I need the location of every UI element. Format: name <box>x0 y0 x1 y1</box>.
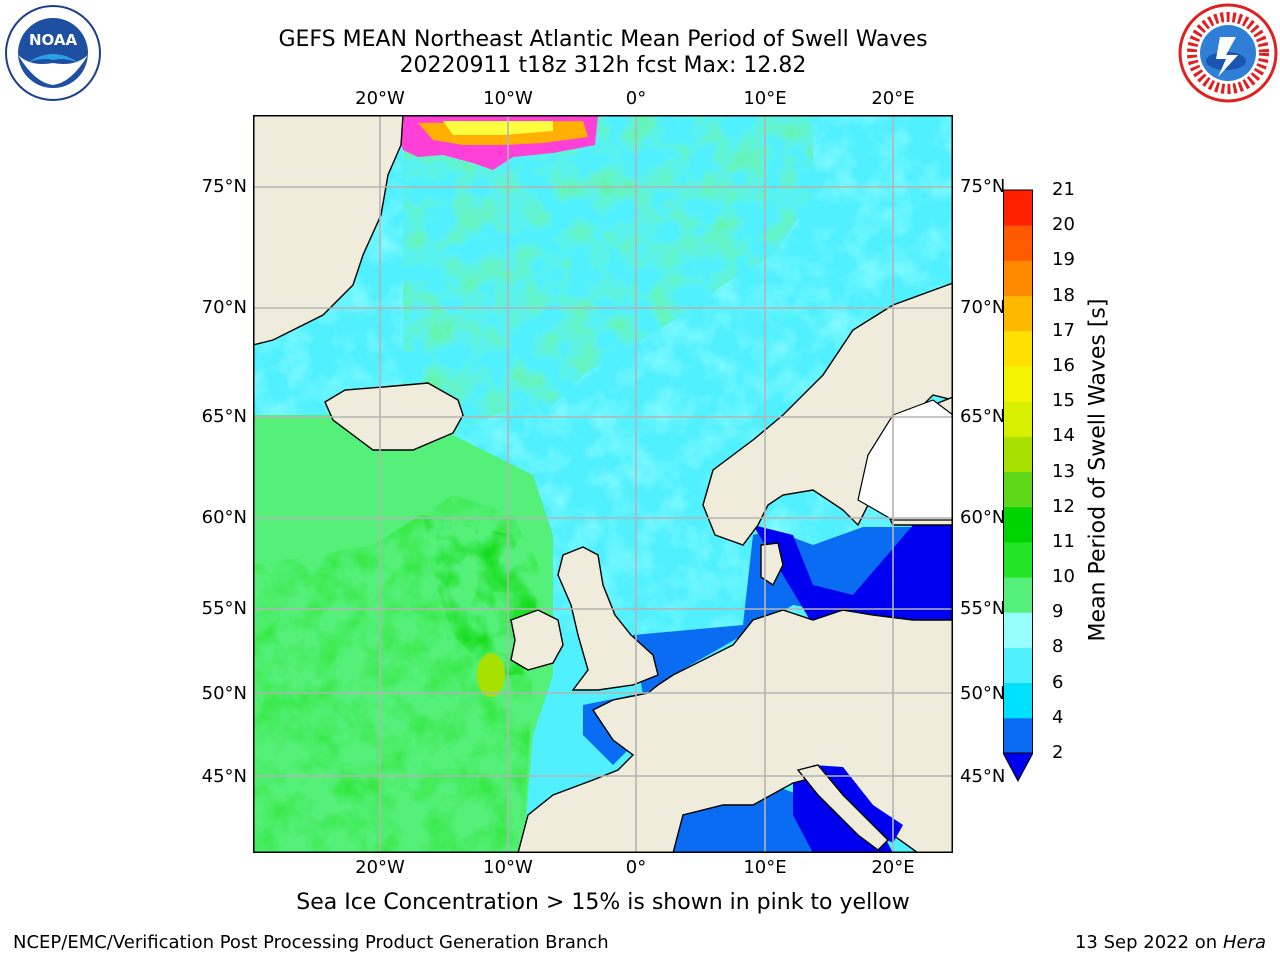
colorbar <box>1003 189 1033 783</box>
lon-tick-bottom-20w: 20°W <box>355 857 405 878</box>
lon-tick-bottom-10w: 10°W <box>483 857 533 878</box>
footer-date: 13 Sep 2022 on Hera <box>1075 932 1266 953</box>
colorbar-segment <box>1003 260 1033 297</box>
lon-tick-bottom-0: 0° <box>625 857 647 878</box>
colorbar-tick-label: 13 <box>1052 460 1075 482</box>
footer-branch: NCEP/EMC/Verification Post Processing Pr… <box>13 932 609 953</box>
colorbar-frame <box>1003 189 1033 753</box>
lat-tick-left-60n: 60°N <box>201 507 247 528</box>
italy-landmass <box>796 764 889 851</box>
colorbar-segment <box>1003 612 1033 648</box>
lat-tick-right-70n: 70°N <box>960 297 1006 318</box>
lat-tick-left-45n: 45°N <box>201 766 247 787</box>
national-weather-service-logo-icon <box>1178 3 1278 103</box>
colorbar-tick-label: 2 <box>1052 742 1064 763</box>
noaa-logo-text: NOAA <box>29 31 78 49</box>
colorbar-segment <box>1003 577 1033 613</box>
colorbar-segment <box>1003 682 1033 719</box>
footer-date-text: 13 Sep 2022 on <box>1074 932 1218 953</box>
lat-tick-left-55n: 55°N <box>201 598 247 619</box>
colorbar-tick-label: 12 <box>1052 495 1075 517</box>
colorbar-tick-label: 9 <box>1052 601 1064 623</box>
lon-tick-top-20e: 20°E <box>871 88 915 109</box>
colorbar-extend-min <box>1003 752 1033 783</box>
colorbar-tick-label: 19 <box>1052 249 1075 271</box>
colorbar-tick-label: 17 <box>1052 319 1075 341</box>
noaa-logo-icon: NOAA <box>5 5 101 101</box>
swell-period-map <box>253 115 953 853</box>
ocean-field-2-4s-north-sea <box>633 527 943 695</box>
colorbar-segment <box>1003 365 1033 402</box>
colorbar-segment <box>1003 190 1033 226</box>
ocean-field-below-2s-baltic <box>753 525 953 645</box>
colorbar-tick-label: 6 <box>1052 671 1064 693</box>
lon-tick-top-20w: 20°W <box>355 88 405 109</box>
map-frame <box>253 115 953 853</box>
map-gridlines <box>253 115 953 853</box>
colorbar-tick-label: 11 <box>1052 530 1075 552</box>
lat-tick-left-50n: 50°N <box>201 683 247 704</box>
colorbar-tick-label: 4 <box>1052 706 1064 728</box>
chart-subtitle: 20220911 t18z 312h fcst Max: 12.82 <box>399 53 807 78</box>
lat-tick-right-50n: 50°N <box>960 683 1006 704</box>
ocean-field-11-12s <box>423 515 538 675</box>
colorbar-label: Mean Period of Swell Waves [s] <box>1085 298 1111 642</box>
colorbar-segment <box>1003 295 1033 332</box>
colorbar-segment <box>1003 436 1033 472</box>
colorbar-segment <box>1003 225 1033 261</box>
colorbar-tick-label: 10 <box>1052 566 1075 588</box>
colorbar-tick-label: 20 <box>1052 214 1075 236</box>
map-panel <box>253 115 953 853</box>
lat-tick-left-75n: 75°N <box>201 176 247 197</box>
colorbar-segment <box>1003 717 1033 754</box>
colorbar-tick-label: 18 <box>1052 284 1075 306</box>
lat-tick-right-60n: 60°N <box>960 507 1006 528</box>
ocean-field-9-10s-north <box>403 115 813 435</box>
colorbar-segment <box>1003 471 1033 508</box>
lon-tick-top-10w: 10°W <box>483 88 533 109</box>
colorbar-tick-label: 16 <box>1052 354 1075 376</box>
greenland-landmass <box>253 115 404 346</box>
gulf-of-bothnia-mask <box>857 399 953 521</box>
colorbar-tick-label: 15 <box>1052 390 1075 412</box>
colorbar-segment <box>1003 330 1033 367</box>
colorbar-segment <box>1003 506 1033 543</box>
colorbar-segment <box>1003 647 1033 684</box>
colorbar-segment <box>1003 401 1033 437</box>
denmark-landmass <box>760 542 784 587</box>
sea-ice-note: Sea Ice Concentration > 15% is shown in … <box>296 890 910 915</box>
footer-host: Hera <box>1222 932 1266 953</box>
sea-ice-field-highest <box>443 121 553 135</box>
lon-tick-top-10e: 10°E <box>743 88 787 109</box>
ireland-landmass <box>510 609 564 671</box>
lat-tick-right-45n: 45°N <box>960 766 1006 787</box>
chart-title: GEFS MEAN Northeast Atlantic Mean Period… <box>278 27 928 52</box>
lat-tick-right-75n: 75°N <box>960 176 1006 197</box>
colorbar-tick-label: 21 <box>1052 179 1075 200</box>
colorbar-tick-label: 14 <box>1052 425 1075 447</box>
colorbar-segment <box>1003 541 1033 578</box>
lat-tick-left-65n: 65°N <box>201 406 247 427</box>
great-britain-landmass <box>557 546 659 691</box>
ocean-field-max-swell <box>477 653 505 697</box>
lon-tick-top-0: 0° <box>625 88 647 109</box>
lat-tick-left-70n: 70°N <box>201 297 247 318</box>
colorbar-tick-label: 8 <box>1052 636 1064 658</box>
lat-tick-right-55n: 55°N <box>960 598 1006 619</box>
lon-tick-bottom-10e: 10°E <box>743 857 787 878</box>
lon-tick-bottom-20e: 20°E <box>871 857 915 878</box>
lat-tick-right-65n: 65°N <box>960 406 1006 427</box>
